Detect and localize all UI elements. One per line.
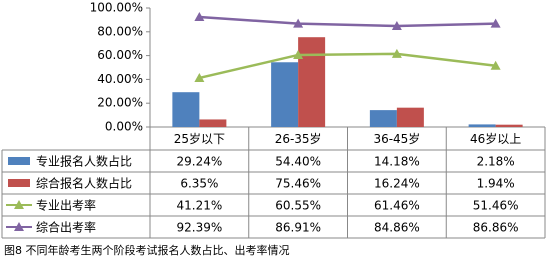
marker <box>490 60 501 70</box>
y-tick-label: 100.00% <box>90 1 143 15</box>
bar <box>298 37 326 127</box>
marker <box>194 12 205 22</box>
table-value: 60.55% <box>275 199 321 213</box>
line <box>199 52 496 80</box>
x-tick-label: 46岁以上 <box>470 131 521 146</box>
x-tick-label: 25岁以下 <box>174 131 225 146</box>
legend-swatch <box>8 179 30 187</box>
y-tick-label: 80.00% <box>97 24 143 38</box>
marker <box>293 18 304 28</box>
table-value: 75.46% <box>275 177 321 191</box>
y-tick-label: 60.00% <box>97 48 143 62</box>
bar <box>199 119 227 127</box>
bar <box>369 110 397 127</box>
table-value: 61.46% <box>374 199 420 213</box>
bar <box>495 124 523 127</box>
bar <box>468 124 496 127</box>
line <box>199 15 496 28</box>
table-value: 41.21% <box>176 199 222 213</box>
table-value: 84.86% <box>374 221 420 235</box>
marker <box>391 48 402 58</box>
table-value: 86.91% <box>275 221 321 235</box>
caption: 图8 不同年龄考生两个阶段考试报名人数占比、出考率情况 <box>4 243 290 257</box>
legend-label: 专业出考率 <box>36 198 96 213</box>
x-tick-label: 26-35岁 <box>275 131 322 146</box>
bar <box>172 92 200 127</box>
legend-marker <box>14 222 24 231</box>
legend-label: 专业报名人数占比 <box>36 154 132 169</box>
bar <box>396 107 424 127</box>
table-value: 51.46% <box>473 199 519 213</box>
table-value: 14.18% <box>374 155 420 169</box>
x-tick-label: 36-45岁 <box>373 131 420 146</box>
bar <box>271 62 299 127</box>
table-value: 1.94% <box>477 177 515 191</box>
legend-label: 综合出考率 <box>36 220 96 235</box>
table-value: 54.40% <box>275 155 321 169</box>
legend-swatch <box>8 157 30 165</box>
legend-label: 综合报名人数占比 <box>36 176 132 191</box>
table-value: 86.86% <box>473 221 519 235</box>
table-value: 2.18% <box>477 155 515 169</box>
y-tick-label: 20.00% <box>97 96 143 110</box>
table-value: 92.39% <box>176 221 222 235</box>
marker <box>293 49 304 59</box>
marker <box>391 21 402 31</box>
table-value: 6.35% <box>180 177 218 191</box>
y-tick-label: 0.00% <box>105 120 143 134</box>
table-value: 16.24% <box>374 177 420 191</box>
y-tick-label: 40.00% <box>97 72 143 86</box>
table-value: 29.24% <box>176 155 222 169</box>
marker <box>194 72 205 82</box>
marker <box>490 18 501 28</box>
legend-marker <box>14 200 24 209</box>
